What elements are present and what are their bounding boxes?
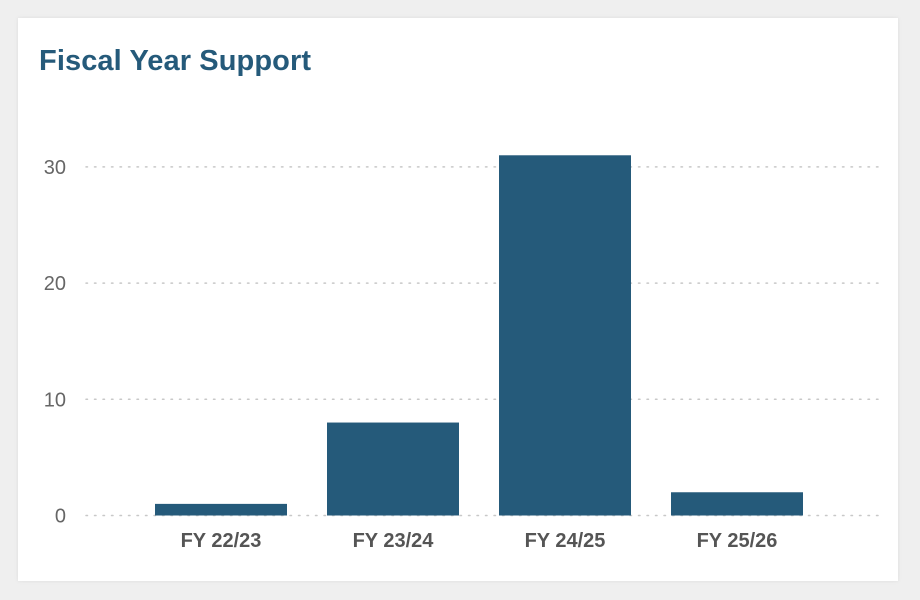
x-tick-label: FY 23/24 xyxy=(353,530,435,552)
chart-title: Fiscal Year Support xyxy=(39,45,312,77)
y-axis-ticks: 0 10 20 30 xyxy=(44,157,66,528)
bar-fy-25-26[interactable] xyxy=(671,492,803,516)
bar-fy-22-23[interactable] xyxy=(155,503,287,516)
x-tick-label: FY 22/23 xyxy=(181,530,262,552)
bars xyxy=(155,155,803,516)
y-tick-label: 30 xyxy=(44,157,66,179)
bar-fy-23-24[interactable] xyxy=(327,422,459,516)
y-tick-label: 10 xyxy=(44,389,66,411)
chart-card: Fiscal Year Support 0 10 20 30 FY 22/23 FY 2… xyxy=(18,18,898,581)
gridlines xyxy=(85,166,881,517)
bar-fy-24-25[interactable] xyxy=(499,155,631,516)
y-tick-label: 20 xyxy=(44,273,66,295)
y-tick-label: 0 xyxy=(55,506,66,528)
x-tick-label: FY 24/25 xyxy=(525,530,606,552)
x-tick-label: FY 25/26 xyxy=(697,530,778,552)
bar-chart: 0 10 20 30 FY 22/23 FY 23/24 FY 24/25 FY 25/26 xyxy=(44,155,881,552)
x-axis-ticks: FY 22/23 FY 23/24 FY 24/25 FY 25/26 xyxy=(181,530,778,552)
